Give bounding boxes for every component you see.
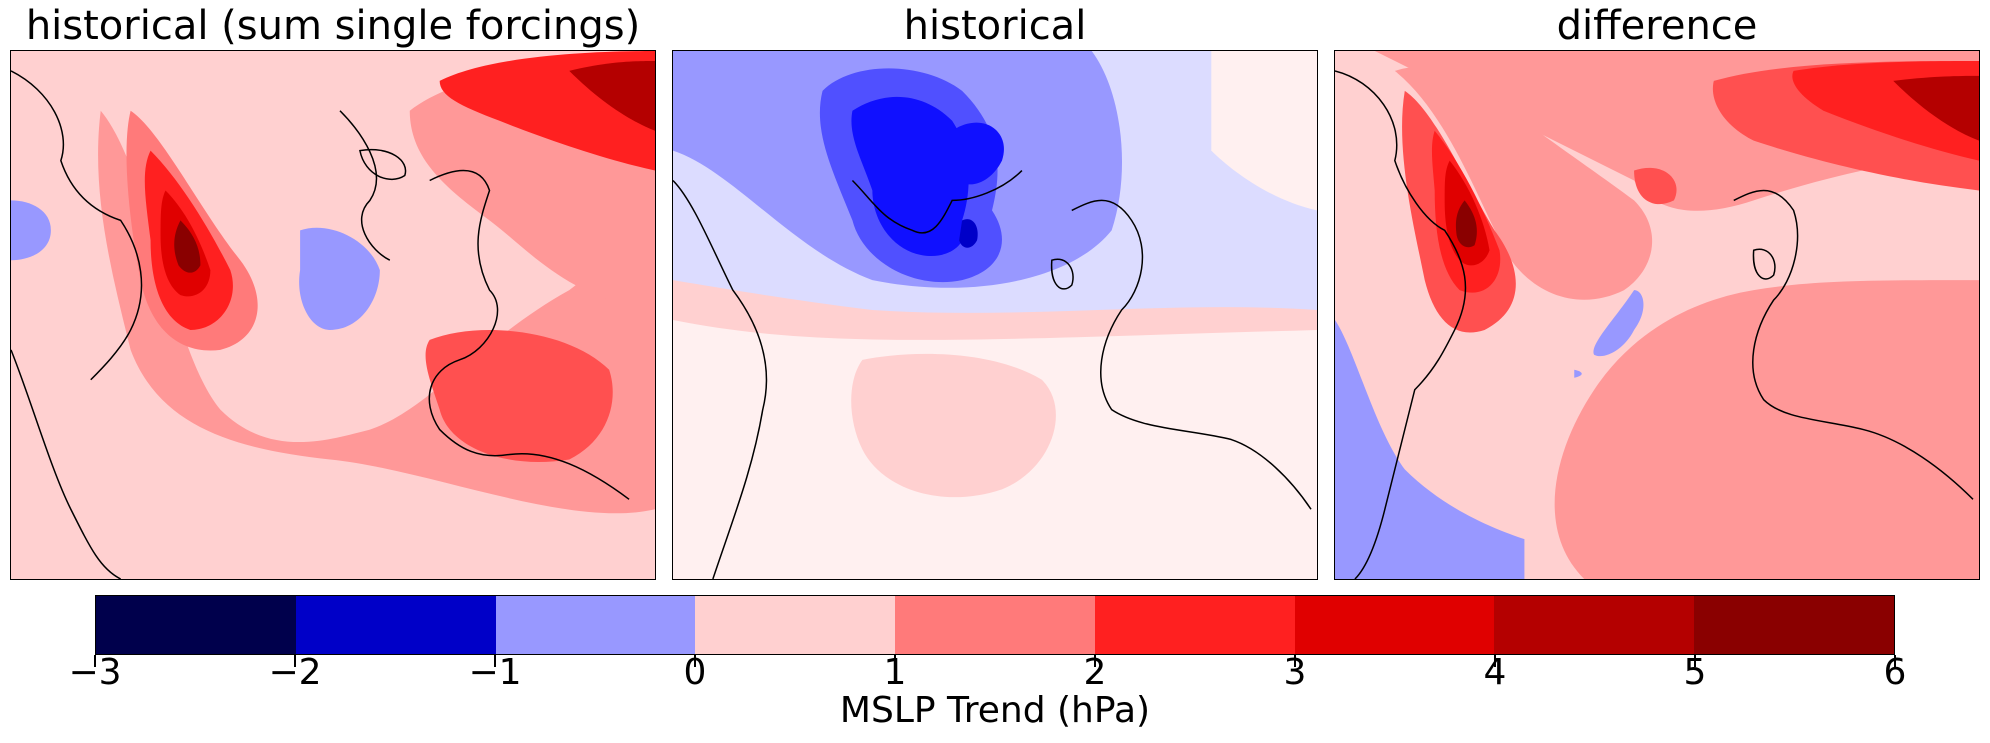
panel-1-title: historical (sum single forcings) (25, 3, 641, 49)
colorbar-segment (96, 596, 296, 654)
panel-2-title: historical (903, 3, 1087, 49)
colorbar-tick-label: −3 (68, 652, 122, 693)
colorbar-tick (1094, 655, 1096, 667)
colorbar-segment (1494, 596, 1695, 654)
colorbar (95, 595, 1895, 655)
colorbar-label: MSLP Trend (hPa) (839, 690, 1151, 731)
colorbar-tick (294, 655, 296, 667)
colorbar-tick-label: 6 (1883, 652, 1907, 693)
colorbar-tick-label: 2 (1083, 652, 1107, 693)
colorbar-tick-label: 4 (1483, 652, 1507, 693)
colorbar-tick-label: 0 (683, 652, 707, 693)
panel-3-title: difference (1556, 3, 1758, 49)
colorbar-tick-label: 5 (1683, 652, 1707, 693)
colorbar-segment (1094, 596, 1295, 654)
map-panel-sum-single-forcings (10, 50, 656, 580)
colorbar-segment (495, 596, 696, 654)
colorbar-tick (494, 655, 496, 667)
colorbar-tick-label: 1 (883, 652, 907, 693)
colorbar-segment (295, 596, 496, 654)
colorbar-segment (1294, 596, 1495, 654)
colorbar-tick (1494, 655, 1496, 667)
colorbar-segment (895, 596, 1095, 654)
colorbar-segment (1694, 596, 1895, 654)
colorbar-tick (1294, 655, 1296, 667)
colorbar-tick-label: 3 (1283, 652, 1307, 693)
map-panel-historical (672, 50, 1318, 580)
colorbar-tick (94, 655, 96, 667)
colorbar-segment (695, 596, 896, 654)
map-panel-difference (1334, 50, 1980, 580)
colorbar-tick (1894, 655, 1896, 667)
colorbar-tick-label: −1 (468, 652, 522, 693)
colorbar-tick (694, 655, 696, 667)
colorbar-tick (894, 655, 896, 667)
colorbar-tick (1694, 655, 1696, 667)
colorbar-tick-label: −2 (268, 652, 322, 693)
